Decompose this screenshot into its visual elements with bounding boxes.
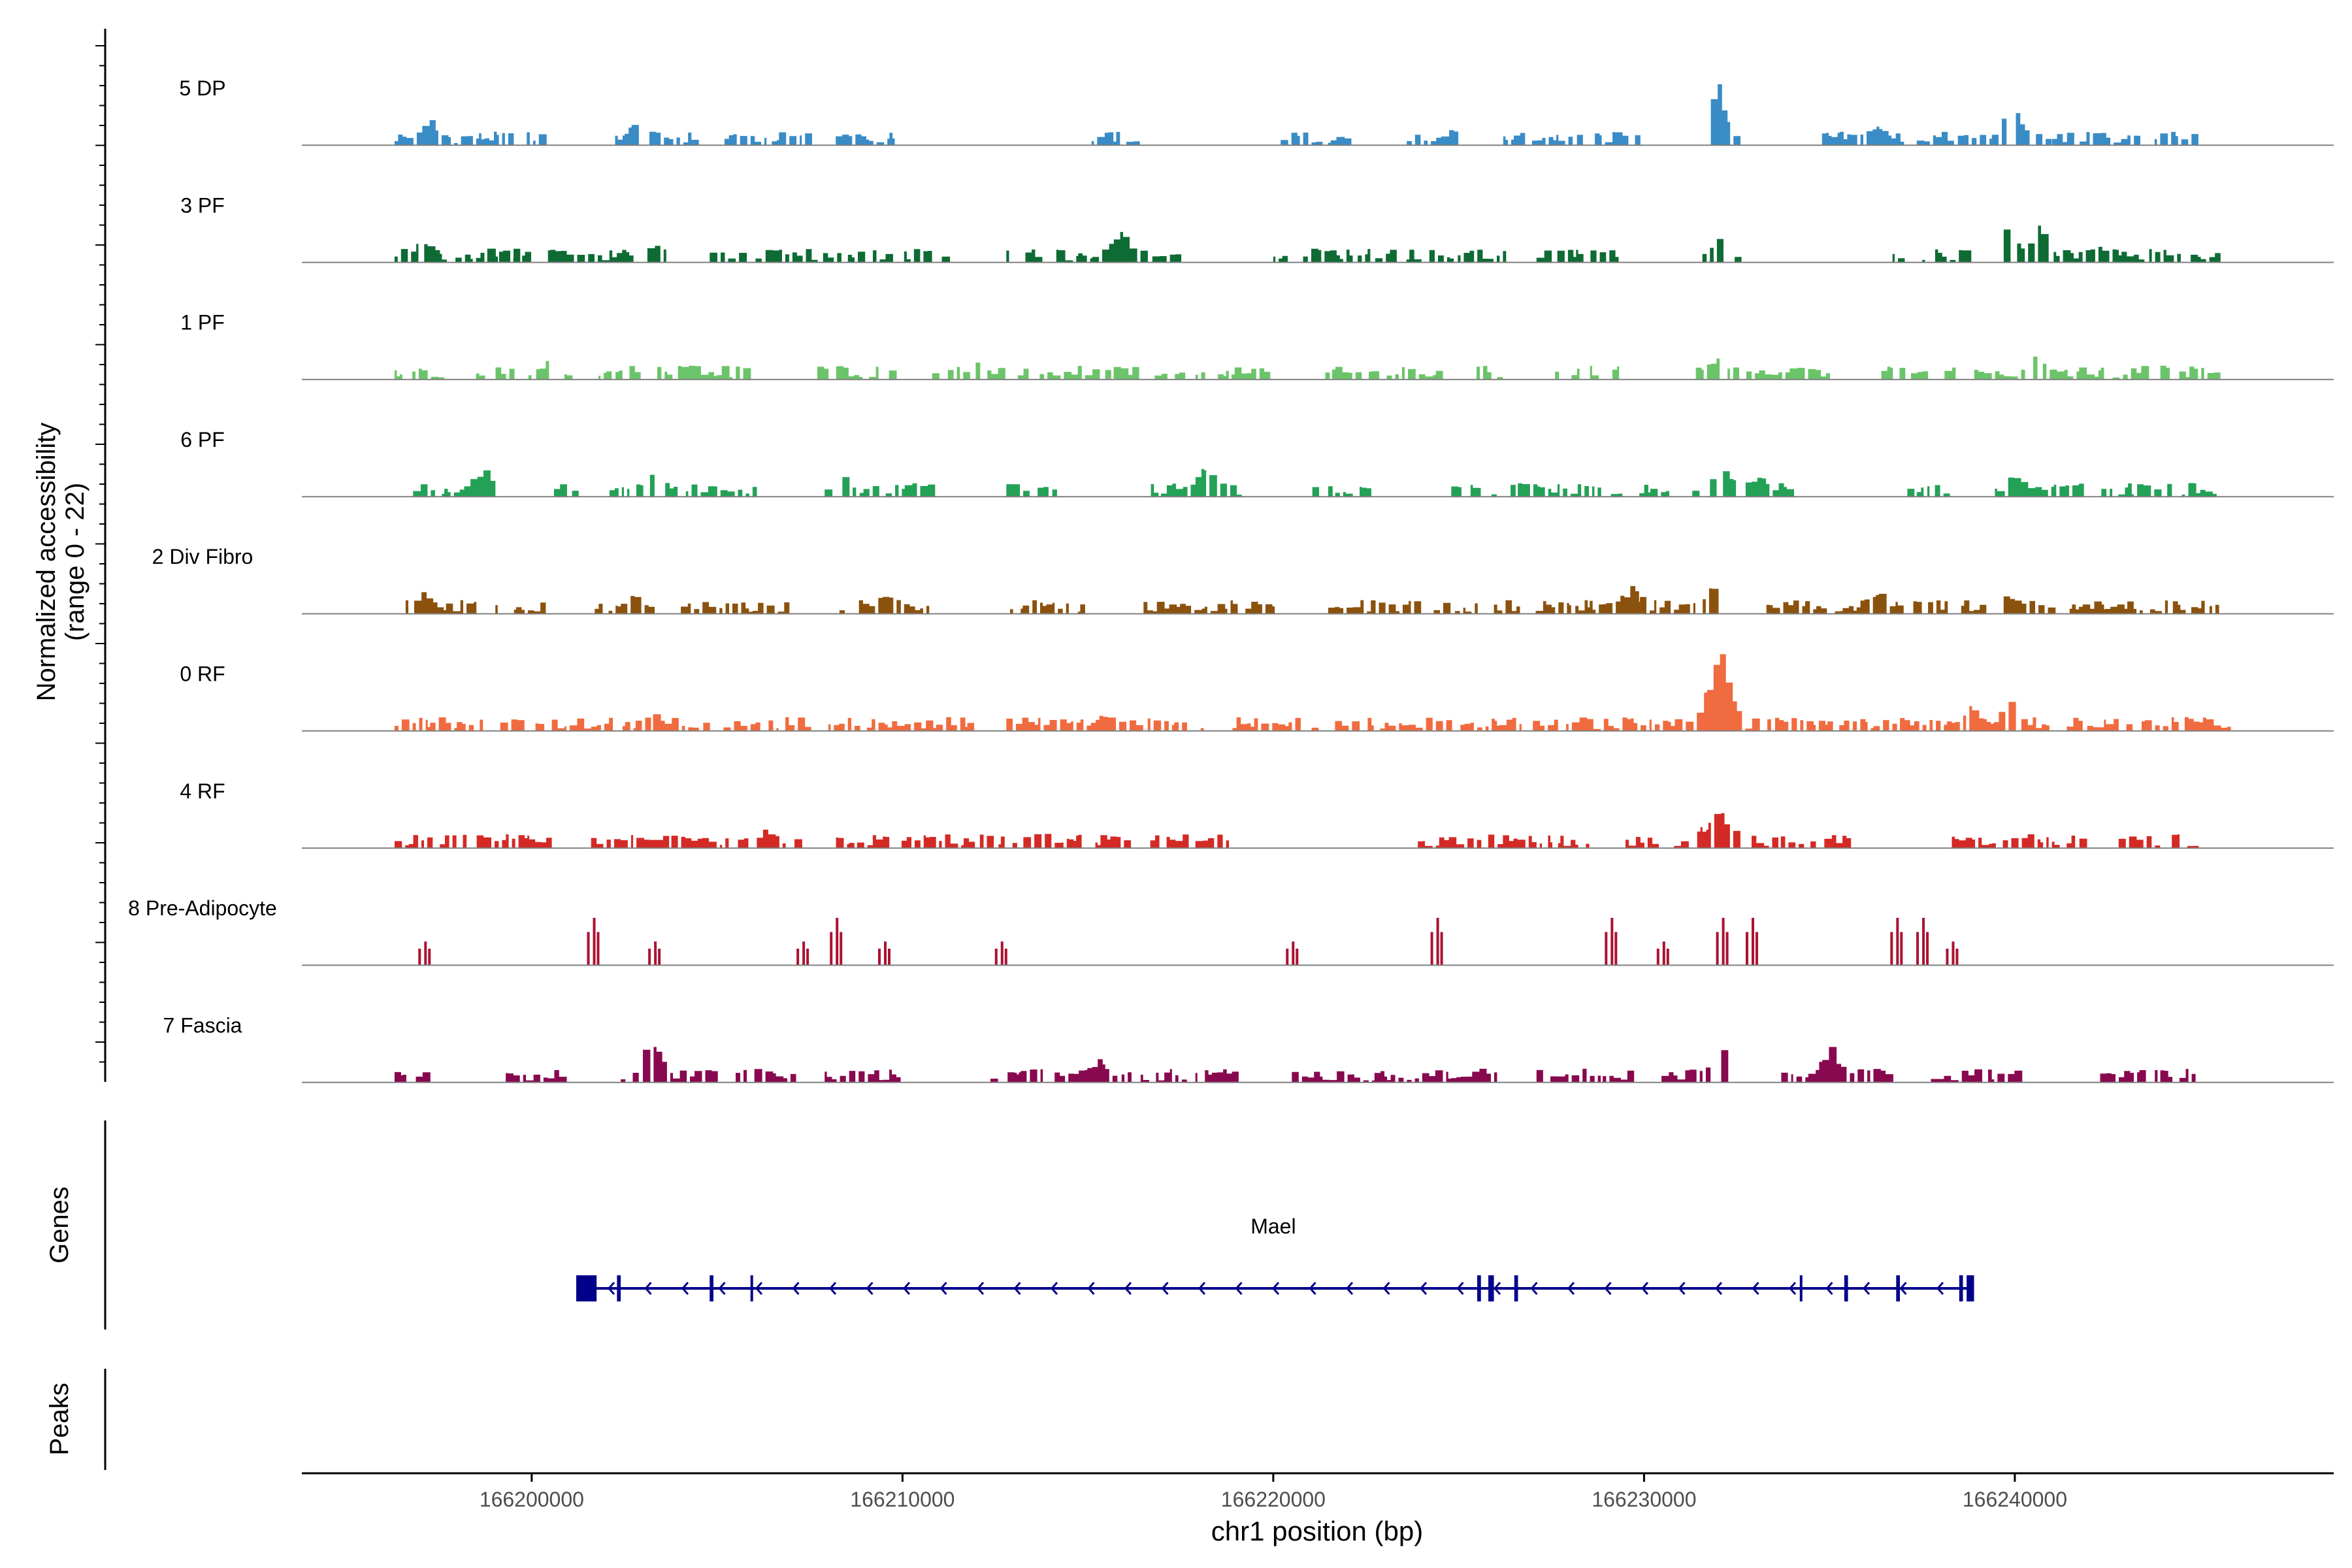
strand-arrow: [1714, 1282, 1723, 1295]
coverage-area: [394, 1047, 2196, 1083]
gene-exon: [1896, 1275, 1901, 1301]
track-0-rf: 0 RF: [180, 654, 2334, 732]
gene-exon: [617, 1275, 621, 1301]
coverage-y-ticks: [95, 45, 105, 1063]
strand-arrow: [681, 1282, 689, 1295]
strand-arrow: [1235, 1282, 1243, 1295]
strand-arrow: [1198, 1282, 1206, 1295]
strand-arrow: [1493, 1282, 1501, 1295]
strand-arrow: [1641, 1282, 1649, 1295]
track-label: 1 PF: [180, 311, 225, 335]
strand-arrow: [755, 1282, 763, 1295]
strand-arrow: [1087, 1282, 1095, 1295]
gene-exon: [710, 1275, 713, 1301]
x-axis-ticks: 166200000 166210000 166220000 166230000 1662…: [480, 1473, 2067, 1511]
strand-arrow: [976, 1282, 985, 1295]
strand-arrow: [607, 1282, 615, 1295]
strand-arrow: [1936, 1282, 1944, 1295]
coverage-area: [394, 84, 2198, 146]
gene-exon: [576, 1275, 597, 1301]
x-tick-label: 166200000: [480, 1488, 584, 1511]
strand-arrow: [902, 1282, 911, 1295]
strand-arrow: [1050, 1282, 1058, 1295]
track-6-pf: 6 PF: [180, 428, 2334, 498]
strand-arrow: [1752, 1282, 1759, 1295]
y-axis-label-line2: (range 0 - 22): [61, 483, 90, 641]
track-label: 3 PF: [180, 193, 225, 217]
strand-arrow: [1862, 1282, 1870, 1295]
track-label: 6 PF: [180, 428, 225, 451]
strand-arrow: [1899, 1282, 1907, 1295]
genes-axis-label: Genes: [45, 1186, 74, 1264]
track-3-pf: 3 PF: [180, 193, 2334, 263]
x-tick-label: 166240000: [1963, 1488, 2067, 1511]
coverage-area: [413, 468, 2217, 497]
track-label: 2 Div Fibro: [152, 545, 253, 568]
strand-arrow: [1530, 1282, 1538, 1295]
coverage-area: [418, 917, 1959, 966]
coverage-area: [405, 586, 2219, 614]
gene-exon: [1799, 1275, 1803, 1301]
track-1-pf: 1 PF: [180, 311, 2334, 380]
peaks-axis-label: Peaks: [45, 1382, 74, 1455]
x-axis-label: chr1 position (bp): [1211, 1516, 1424, 1546]
strand-arrow: [1271, 1282, 1280, 1295]
strand-arrow: [1161, 1282, 1169, 1295]
gene-track: Mael: [576, 1215, 1974, 1301]
gene-exon: [1514, 1275, 1518, 1301]
strand-arrow: [1309, 1282, 1316, 1295]
strand-arrow: [866, 1282, 874, 1295]
coverage-area: [394, 654, 2231, 731]
track-label: 7 Fascia: [163, 1013, 242, 1037]
strand-arrow: [1345, 1282, 1354, 1295]
track-label: 0 RF: [180, 662, 225, 686]
strand-arrow: [1013, 1282, 1021, 1295]
y-axis-label-line1: Normalized accessibility: [32, 423, 61, 702]
track-7-fascia: 7 Fascia: [163, 1013, 2334, 1083]
strand-arrow: [1419, 1282, 1428, 1295]
strand-arrow: [1825, 1282, 1833, 1295]
track-4-rf: 4 RF: [180, 779, 2334, 849]
track-label: 5 DP: [179, 76, 225, 100]
track-8-pre-adipocyte: 8 Pre-Adipocyte: [128, 896, 2334, 966]
x-tick-label: 166230000: [1592, 1488, 1696, 1511]
gene-exon: [1477, 1275, 1481, 1301]
strand-arrow: [1456, 1282, 1464, 1295]
coverage-area: [394, 356, 2221, 380]
coverage-tracks: 5 DP 3 PF 1 PF 6 PF 2 Div Fibro 0 RF 4 RF 8 Pre…: [128, 76, 2334, 1083]
gene-name-label: Mael: [1250, 1215, 1296, 1238]
track-label: 8 Pre-Adipocyte: [128, 896, 277, 920]
track-5-dp: 5 DP: [179, 76, 2334, 146]
strand-arrow: [939, 1282, 947, 1295]
gene-exon: [1488, 1275, 1494, 1301]
strand-arrow: [1382, 1282, 1390, 1295]
strand-arrow: [1124, 1282, 1132, 1295]
x-tick-label: 166220000: [1221, 1488, 1326, 1511]
strand-arrow: [828, 1282, 837, 1295]
strand-arrow: [1604, 1282, 1612, 1295]
strand-arrow: [718, 1282, 726, 1295]
x-tick-label: 166210000: [850, 1488, 955, 1511]
gene-exon: [1967, 1275, 1974, 1301]
gene-exon: [1959, 1275, 1963, 1301]
track-label: 4 RF: [180, 779, 225, 803]
strand-arrow: [1678, 1282, 1686, 1295]
strand-arrow: [1788, 1282, 1797, 1295]
strand-arrow: [1567, 1282, 1575, 1295]
strand-arrow: [792, 1282, 800, 1295]
gene-exon: [1844, 1275, 1848, 1301]
coverage-area: [394, 813, 2199, 849]
strand-arrow: [644, 1282, 652, 1295]
gene-exon: [750, 1275, 753, 1301]
track-2-div-fibro: 2 Div Fibro: [152, 545, 2334, 615]
